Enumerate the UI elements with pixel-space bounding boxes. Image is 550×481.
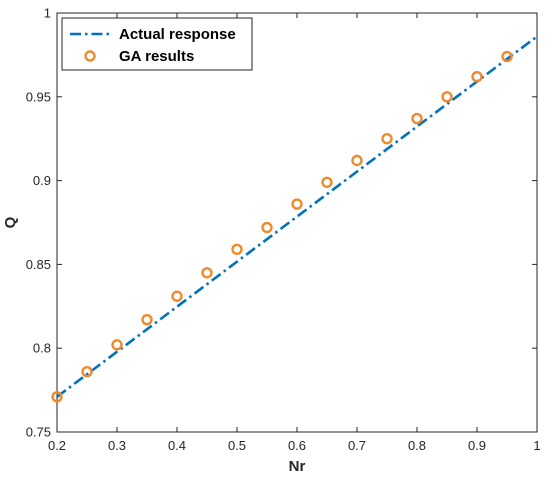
x-tick-label: 0.7 xyxy=(348,438,366,453)
legend-entry-ga-results: GA results xyxy=(119,48,194,65)
plot-area xyxy=(56,12,538,433)
ga-result-marker xyxy=(201,267,213,279)
y-axis-title: Q xyxy=(2,216,19,228)
y-tick-label: 0.75 xyxy=(26,425,51,440)
legend-marker-sample xyxy=(84,50,96,62)
tick-marks xyxy=(56,12,538,433)
ga-result-marker xyxy=(411,112,423,125)
ga-result-marker xyxy=(261,221,273,234)
ga-result-marker xyxy=(471,70,483,83)
ga-result-marker xyxy=(111,339,123,351)
ga-result-marker xyxy=(171,290,183,302)
ga-result-marker xyxy=(291,198,303,210)
legend: Actual response GA results xyxy=(61,17,253,71)
y-tick-label: 0.8 xyxy=(33,341,51,356)
ga-result-marker xyxy=(381,132,393,145)
x-tick-label: 0.4 xyxy=(168,438,186,453)
axes-box xyxy=(56,12,538,433)
x-tick-label: 0.6 xyxy=(288,438,306,453)
ga-result-marker xyxy=(81,365,93,378)
x-axis-title: Nr xyxy=(289,458,306,475)
ga-result-marker xyxy=(141,314,153,326)
x-tick-label: 1 xyxy=(533,438,540,453)
actual-response-line xyxy=(56,35,538,398)
ga-result-marker xyxy=(321,176,333,188)
x-tick-label: 0.3 xyxy=(108,438,126,453)
ga-result-marker xyxy=(351,154,363,167)
legend-box xyxy=(61,17,253,71)
legend-entry-actual-response: Actual response xyxy=(119,26,236,43)
x-tick-label: 0.9 xyxy=(468,438,486,453)
tick-labels: 0.2 0.3 0.4 0.5 0.6 0.7 0.8 0.9 1 0.75 0.8 0.85 0.9 0… xyxy=(26,6,541,454)
ga-result-marker xyxy=(501,50,513,63)
ga-result-marker xyxy=(441,91,453,103)
x-tick-label: 0.8 xyxy=(408,438,426,453)
y-tick-label: 0.95 xyxy=(26,89,51,104)
ga-result-marker xyxy=(51,391,63,403)
x-tick-label: 0.2 xyxy=(48,438,66,453)
series-layer xyxy=(51,35,538,403)
y-tick-label: 0.85 xyxy=(26,257,51,272)
y-tick-label: 1 xyxy=(44,6,51,21)
ga-result-marker xyxy=(231,243,243,256)
y-tick-label: 0.9 xyxy=(33,173,51,188)
x-tick-label: 0.5 xyxy=(228,438,246,453)
